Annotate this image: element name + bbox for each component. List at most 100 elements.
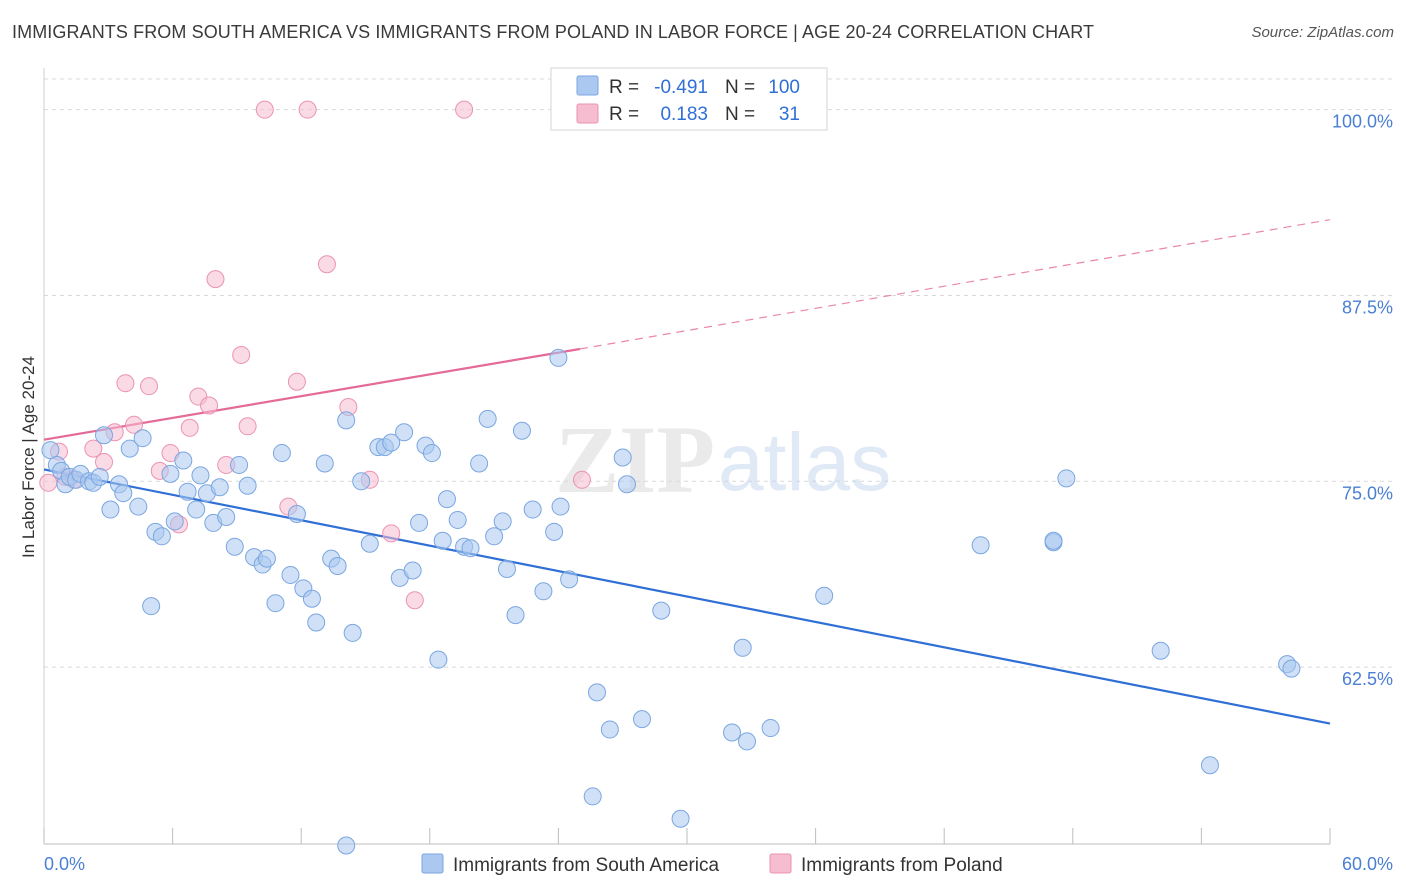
point-south-america xyxy=(217,507,236,526)
point-south-america xyxy=(632,710,651,729)
point-south-america xyxy=(272,444,291,463)
x-tick-label-min: 0.0% xyxy=(44,854,85,874)
point-south-america xyxy=(437,490,456,509)
point-south-america xyxy=(617,475,636,494)
point-poland xyxy=(455,100,474,119)
point-poland xyxy=(255,100,274,119)
point-south-america xyxy=(652,601,671,620)
legend-n-label-1: N = xyxy=(725,77,755,98)
point-south-america xyxy=(360,534,379,553)
point-south-america xyxy=(671,809,690,828)
y-tick-labels: 100.0% 87.5% 75.0% 62.5% xyxy=(1332,112,1393,689)
point-poland xyxy=(140,377,159,396)
series-swatch-poland xyxy=(769,853,792,874)
point-south-america xyxy=(493,512,512,531)
y-tick-label: 87.5% xyxy=(1342,297,1393,317)
point-south-america xyxy=(1151,641,1170,660)
watermark: ZIP atlas xyxy=(555,406,891,513)
point-south-america xyxy=(395,423,414,442)
point-south-america xyxy=(723,723,742,742)
trend-line-poland xyxy=(43,347,581,441)
point-south-america xyxy=(382,433,401,452)
y-axis-title: In Labor Force | Age 20-24 xyxy=(19,356,38,558)
point-poland xyxy=(232,345,251,364)
point-south-america xyxy=(587,683,606,702)
legend-r-value-2: 0.183 xyxy=(660,104,708,125)
point-south-america xyxy=(429,650,448,669)
point-south-america xyxy=(307,613,326,632)
point-south-america xyxy=(41,441,60,460)
point-south-america xyxy=(470,454,489,473)
point-south-america xyxy=(485,527,504,546)
point-south-america xyxy=(133,429,152,448)
point-south-america xyxy=(238,476,257,495)
y-tick-label: 62.5% xyxy=(1342,669,1393,689)
point-poland xyxy=(382,524,401,543)
point-south-america xyxy=(337,411,356,430)
point-south-america xyxy=(95,426,114,445)
point-south-america xyxy=(410,513,429,532)
gridlines xyxy=(44,78,1393,668)
point-poland xyxy=(84,439,103,458)
point-poland xyxy=(317,255,336,274)
point-south-america xyxy=(523,500,542,519)
point-south-america xyxy=(534,582,553,601)
point-south-america xyxy=(281,565,300,584)
point-south-america xyxy=(1282,659,1301,678)
point-south-america xyxy=(114,484,133,503)
point-south-america xyxy=(165,512,184,531)
series-label-poland: Immigrants from Poland xyxy=(801,855,1003,876)
series-label-south-america: Immigrants from South America xyxy=(453,855,720,876)
correlation-legend: R = -0.491 N = 100 R = 0.183 N = 31 xyxy=(550,67,828,131)
source-credit: Source: ZipAtlas.com xyxy=(1251,24,1394,41)
point-south-america xyxy=(549,348,568,367)
y-tick-label: 75.0% xyxy=(1342,483,1393,503)
point-poland xyxy=(298,100,317,119)
trend-line-south-america xyxy=(43,468,1331,725)
point-south-america xyxy=(90,467,109,486)
point-south-america xyxy=(738,732,757,751)
point-poland xyxy=(238,417,257,436)
point-south-america xyxy=(512,421,531,440)
point-south-america xyxy=(302,589,321,608)
point-poland xyxy=(200,396,219,415)
point-south-america xyxy=(761,719,780,738)
point-south-america xyxy=(337,836,356,855)
legend-swatch-poland xyxy=(576,103,599,124)
point-south-america xyxy=(971,536,990,555)
point-south-america xyxy=(191,466,210,485)
point-poland xyxy=(572,470,591,489)
point-south-america xyxy=(210,478,229,497)
point-south-america xyxy=(266,594,285,613)
point-south-america xyxy=(1044,531,1063,550)
point-south-america xyxy=(152,527,171,546)
point-south-america xyxy=(1057,469,1076,488)
point-south-america xyxy=(1200,756,1219,775)
legend-n-label-2: N = xyxy=(725,104,755,125)
point-south-america xyxy=(178,482,197,501)
point-south-america xyxy=(422,444,441,463)
point-south-america xyxy=(352,472,371,491)
legend-n-value-2: 31 xyxy=(779,104,800,125)
point-poland xyxy=(116,374,135,393)
legend-r-value-1: -0.491 xyxy=(654,77,708,98)
point-south-america xyxy=(600,720,619,739)
point-south-america xyxy=(815,586,834,605)
point-south-america xyxy=(101,500,120,519)
point-south-america xyxy=(328,557,347,576)
series-swatch-south-america xyxy=(421,853,444,874)
point-south-america xyxy=(545,522,564,541)
x-tick-label-max: 60.0% xyxy=(1342,854,1393,874)
point-south-america xyxy=(230,455,249,474)
point-south-america xyxy=(583,787,602,806)
point-south-america xyxy=(187,500,206,519)
point-south-america xyxy=(560,570,579,589)
point-south-america xyxy=(613,448,632,467)
point-south-america xyxy=(433,531,452,550)
point-poland xyxy=(180,418,199,437)
point-south-america xyxy=(287,505,306,523)
point-south-america xyxy=(315,454,334,473)
point-poland xyxy=(95,452,114,471)
point-south-america xyxy=(343,623,362,642)
